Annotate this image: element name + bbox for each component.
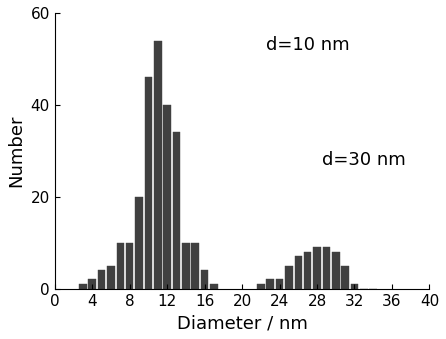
Bar: [145, 77, 152, 288]
Bar: [201, 270, 208, 288]
Text: d=10 nm: d=10 nm: [266, 36, 350, 54]
Bar: [135, 197, 143, 288]
Bar: [98, 270, 105, 288]
Bar: [107, 266, 115, 288]
Bar: [276, 279, 283, 288]
Y-axis label: Number: Number: [7, 115, 25, 187]
Bar: [154, 41, 161, 288]
Bar: [313, 247, 321, 288]
X-axis label: Diameter / nm: Diameter / nm: [177, 314, 308, 332]
Bar: [126, 243, 133, 288]
Text: d=30 nm: d=30 nm: [322, 151, 406, 169]
Bar: [88, 279, 96, 288]
Bar: [294, 257, 302, 288]
Bar: [304, 252, 311, 288]
Bar: [210, 284, 218, 288]
Bar: [341, 266, 349, 288]
Bar: [266, 279, 274, 288]
Bar: [182, 243, 190, 288]
Bar: [285, 266, 293, 288]
Bar: [79, 284, 87, 288]
Bar: [173, 133, 180, 288]
Bar: [191, 243, 199, 288]
Bar: [257, 284, 264, 288]
Bar: [332, 252, 339, 288]
Bar: [351, 284, 358, 288]
Bar: [163, 105, 171, 288]
Bar: [116, 243, 124, 288]
Bar: [322, 247, 330, 288]
